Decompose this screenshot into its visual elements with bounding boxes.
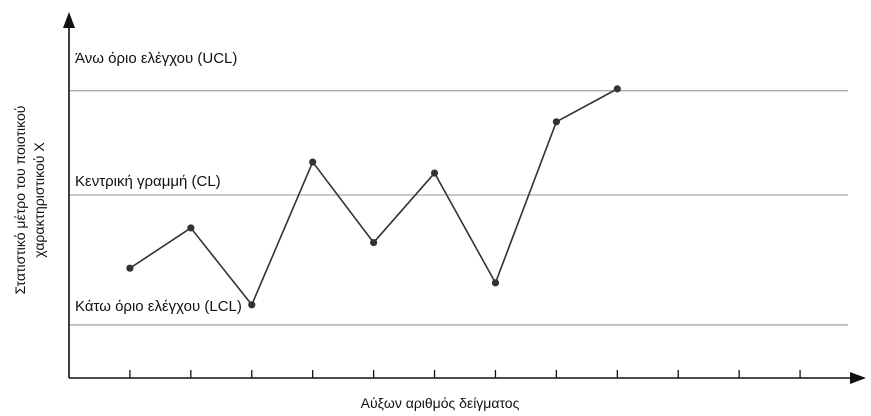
data-point-2 (187, 224, 195, 232)
x-axis-title: Αύξων αριθμός δείγματος (361, 395, 520, 411)
data-point-9 (613, 85, 621, 93)
lcl-label: Κάτω όριο ελέγχου (LCL) (75, 298, 242, 315)
data-point-6 (430, 169, 439, 177)
series-layer (126, 85, 621, 309)
data-point-5 (370, 238, 378, 247)
y-axis-title-line-1: Στατιστικό μέτρο του ποιοτικού (12, 106, 28, 295)
ucl-label: Άνω όριο ελέγχου (UCL) (75, 50, 237, 67)
labels: Άνω όριο ελέγχου (UCL) Κεντρική γραμμή (… (12, 50, 520, 411)
cl-label: Κεντρική γραμμή (CL) (75, 173, 221, 190)
data-point-3 (248, 301, 256, 309)
data-point-8 (552, 118, 560, 126)
x-axis-ticks (129, 370, 801, 378)
axes (63, 12, 866, 384)
series-line-1 (129, 88, 618, 306)
y-axis-arrow (63, 12, 75, 28)
x-axis-arrow (850, 372, 866, 384)
control-lines (69, 90, 848, 326)
data-point-1 (126, 264, 134, 272)
y-axis-title-line-2: χαρακτηριστικού X (31, 142, 47, 258)
data-point-7 (491, 279, 500, 287)
data-point-4 (309, 158, 317, 166)
